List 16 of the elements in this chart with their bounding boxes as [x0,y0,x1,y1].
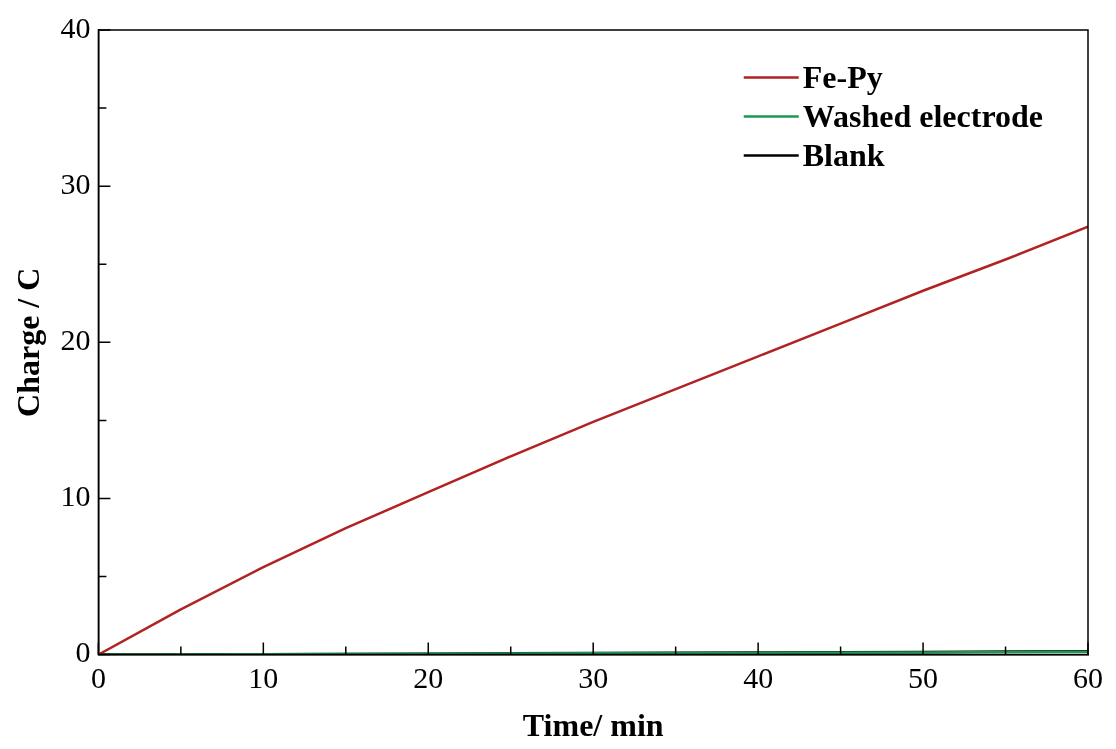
legend-label: Washed electrode [802,97,1043,134]
y-tick-label: 10 [60,479,91,513]
x-tick-label: 60 [1073,661,1103,695]
x-tick-label: 30 [578,661,609,695]
x-tick-label: 20 [413,661,444,695]
y-tick-label: 20 [60,323,91,357]
y-tick-label: 30 [60,167,91,201]
x-axis-title: Time/ min [522,707,664,744]
x-tick-label: 50 [908,661,939,695]
x-tick-label: 40 [743,661,774,695]
y-axis-title: Charge / C [10,267,47,417]
x-tick-label: 10 [248,661,279,695]
y-tick-label: 0 [75,635,91,669]
y-tick-label: 40 [60,10,91,44]
legend-label: Fe-Py [802,58,883,95]
legend-label: Blank [802,136,885,173]
